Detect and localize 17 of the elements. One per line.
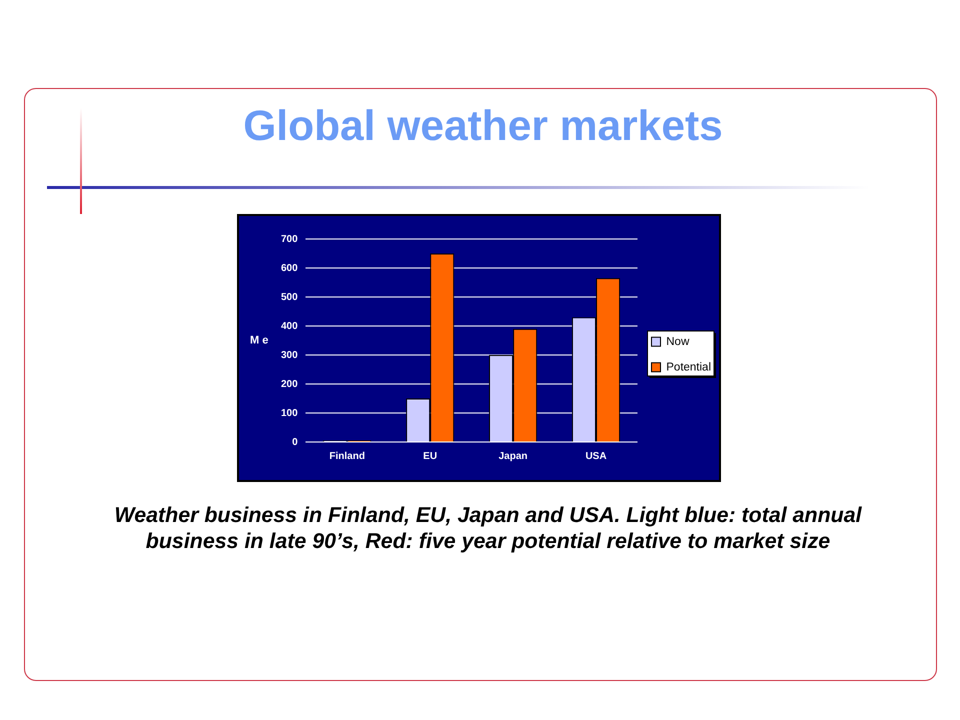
x-tick-label: EU — [423, 450, 438, 462]
chart-title: Global weather markets — [242, 102, 724, 152]
y-tick-label: 400 — [280, 320, 298, 332]
legend-label: Potential — [666, 361, 712, 374]
text: Weather business in Finland, EU, Japan and USA. Light blue: total annual business in late 90’s, Red: five year potential relative to market size — [113, 502, 863, 554]
y-axis-title: M e — [250, 334, 268, 347]
y-tick-label: 500 — [280, 292, 298, 303]
y-tick-label: 100 — [280, 408, 298, 419]
x-tick-label: Finland — [329, 450, 365, 462]
y-tick-label: 300 — [280, 350, 298, 361]
y-tick-label: 600 — [280, 262, 298, 274]
x-tick-label: Japan — [498, 450, 528, 462]
y-tick-label: 0 — [292, 436, 298, 448]
x-tick-label: USA — [585, 450, 607, 462]
y-tick-label: 700 — [280, 234, 298, 245]
y-tick-label: 200 — [280, 378, 298, 390]
legend-label: Now — [666, 336, 690, 348]
